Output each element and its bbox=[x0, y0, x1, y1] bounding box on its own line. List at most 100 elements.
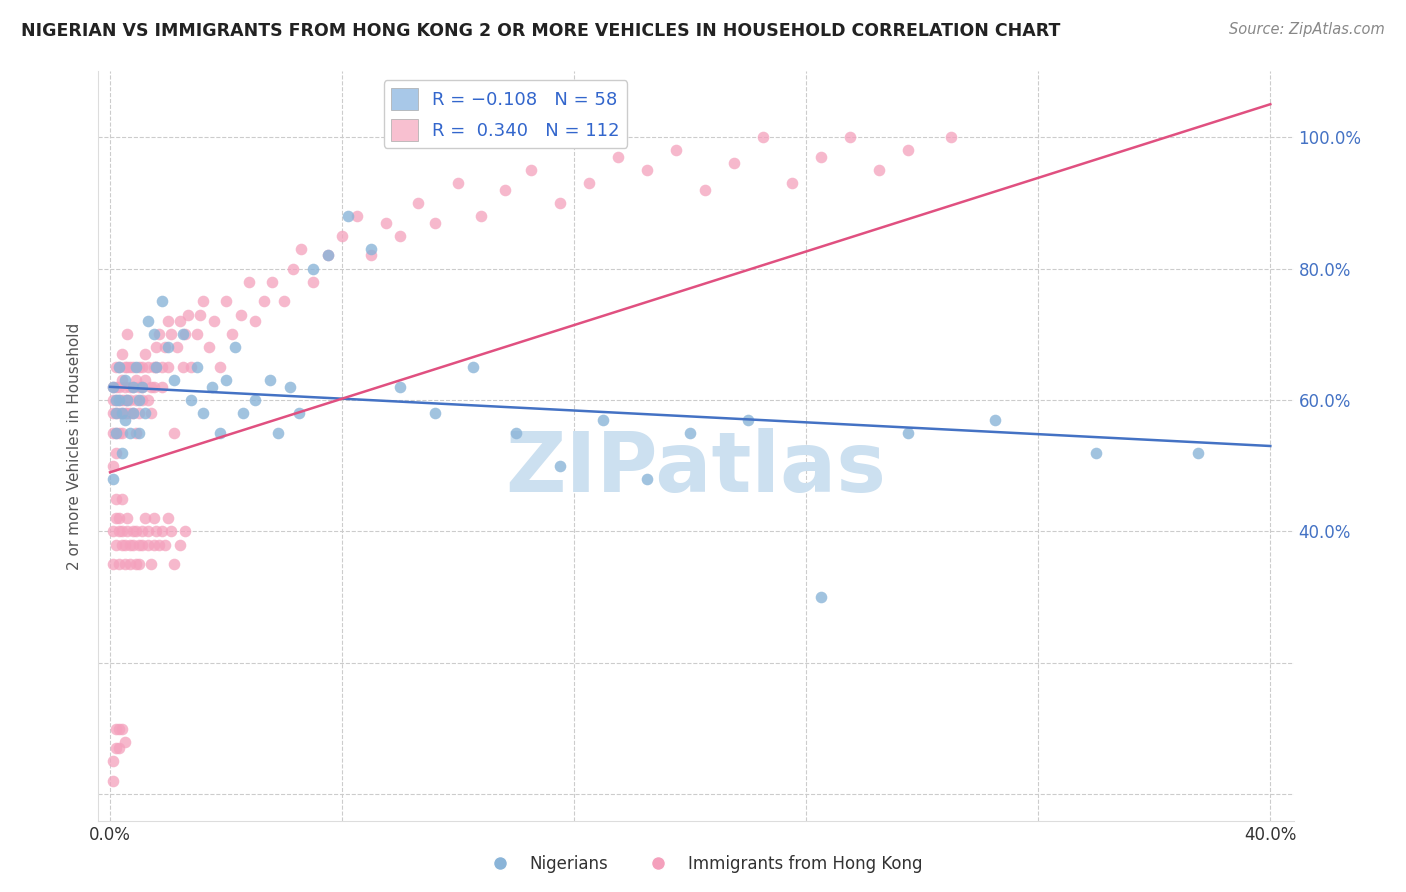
Point bbox=[145, 360, 167, 375]
Point bbox=[751, 130, 773, 145]
Point bbox=[101, 558, 124, 572]
Point bbox=[107, 360, 129, 375]
Point bbox=[101, 392, 124, 407]
Point bbox=[273, 294, 295, 309]
Text: ZIPatlas: ZIPatlas bbox=[506, 428, 886, 509]
Point bbox=[215, 294, 238, 309]
Point bbox=[107, 511, 129, 525]
Point bbox=[111, 392, 134, 407]
Point bbox=[107, 741, 129, 756]
Point bbox=[117, 406, 139, 420]
Point bbox=[128, 380, 150, 394]
Point bbox=[145, 360, 167, 375]
Point bbox=[142, 327, 165, 342]
Point bbox=[136, 524, 159, 539]
Point bbox=[122, 380, 145, 394]
Point bbox=[125, 360, 148, 375]
Point bbox=[120, 538, 142, 552]
Legend: Nigerians, Immigrants from Hong Kong: Nigerians, Immigrants from Hong Kong bbox=[477, 848, 929, 880]
Point bbox=[128, 425, 150, 440]
Text: NIGERIAN VS IMMIGRANTS FROM HONG KONG 2 OR MORE VEHICLES IN HOUSEHOLD CORRELATIO: NIGERIAN VS IMMIGRANTS FROM HONG KONG 2 … bbox=[21, 22, 1060, 40]
Y-axis label: 2 or more Vehicles in Household: 2 or more Vehicles in Household bbox=[67, 322, 83, 570]
Point bbox=[107, 524, 129, 539]
Point bbox=[114, 538, 136, 552]
Point bbox=[120, 392, 142, 407]
Point bbox=[107, 392, 129, 407]
Point bbox=[336, 209, 359, 223]
Point bbox=[180, 392, 202, 407]
Point bbox=[104, 406, 127, 420]
Point bbox=[330, 228, 353, 243]
Point bbox=[120, 558, 142, 572]
Point bbox=[101, 458, 124, 473]
Point bbox=[897, 143, 920, 157]
Point bbox=[224, 340, 246, 354]
Point bbox=[111, 347, 134, 361]
Point bbox=[122, 380, 145, 394]
Point bbox=[1085, 445, 1108, 459]
Point bbox=[186, 327, 208, 342]
Point bbox=[104, 722, 127, 736]
Point bbox=[191, 294, 214, 309]
Point bbox=[259, 373, 281, 387]
Point bbox=[221, 327, 243, 342]
Point bbox=[131, 380, 153, 394]
Point bbox=[169, 538, 191, 552]
Point bbox=[578, 176, 600, 190]
Point bbox=[160, 327, 183, 342]
Point bbox=[101, 380, 124, 394]
Point bbox=[145, 340, 167, 354]
Point bbox=[302, 275, 325, 289]
Point bbox=[125, 425, 148, 440]
Point bbox=[447, 176, 470, 190]
Point bbox=[128, 360, 150, 375]
Point bbox=[117, 392, 139, 407]
Point bbox=[136, 392, 159, 407]
Point bbox=[122, 538, 145, 552]
Point bbox=[1187, 445, 1209, 459]
Point bbox=[114, 392, 136, 407]
Point bbox=[104, 360, 127, 375]
Point bbox=[197, 340, 219, 354]
Point bbox=[101, 406, 124, 420]
Point bbox=[243, 392, 266, 407]
Point bbox=[117, 327, 139, 342]
Point bbox=[209, 425, 232, 440]
Point bbox=[101, 755, 124, 769]
Point bbox=[163, 558, 186, 572]
Point bbox=[125, 524, 148, 539]
Point bbox=[810, 590, 832, 604]
Point bbox=[494, 183, 516, 197]
Point bbox=[104, 425, 127, 440]
Point bbox=[111, 538, 134, 552]
Point bbox=[114, 380, 136, 394]
Point bbox=[200, 380, 222, 394]
Point bbox=[134, 406, 156, 420]
Point bbox=[157, 314, 180, 328]
Point bbox=[120, 360, 142, 375]
Point bbox=[406, 195, 429, 210]
Point bbox=[111, 406, 134, 420]
Point bbox=[150, 294, 173, 309]
Point bbox=[253, 294, 276, 309]
Point bbox=[389, 228, 412, 243]
Point bbox=[232, 406, 254, 420]
Point bbox=[107, 406, 129, 420]
Point bbox=[737, 413, 759, 427]
Point bbox=[104, 406, 127, 420]
Point bbox=[177, 308, 200, 322]
Point bbox=[122, 524, 145, 539]
Point bbox=[136, 314, 159, 328]
Point bbox=[389, 380, 412, 394]
Point bbox=[941, 130, 963, 145]
Point bbox=[128, 392, 150, 407]
Point bbox=[150, 380, 173, 394]
Point bbox=[120, 425, 142, 440]
Point bbox=[117, 524, 139, 539]
Point bbox=[111, 722, 134, 736]
Point bbox=[128, 406, 150, 420]
Point bbox=[519, 163, 541, 178]
Point bbox=[316, 248, 339, 262]
Point bbox=[157, 340, 180, 354]
Point bbox=[360, 248, 382, 262]
